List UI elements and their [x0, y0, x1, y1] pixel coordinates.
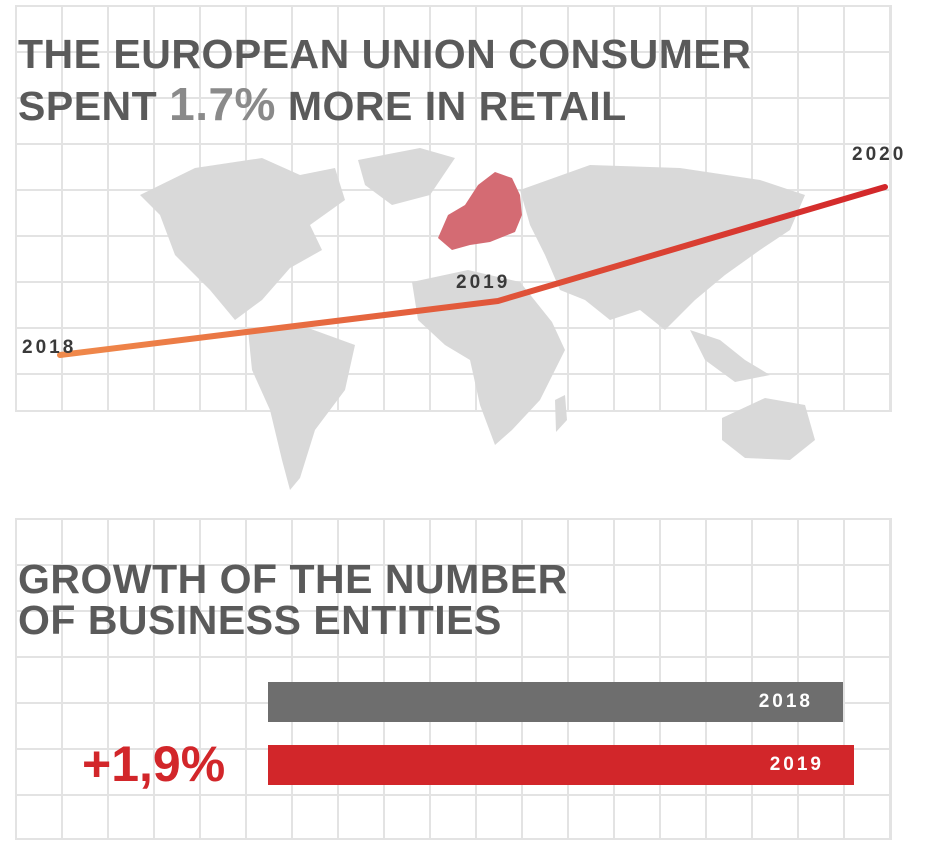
continent-australia [722, 398, 815, 460]
continent-africa [412, 270, 565, 445]
bar-label-2018: 2018 [758, 691, 813, 712]
headline-percent: 1.7% [169, 78, 276, 130]
growth-heading-line-1: GROWTH OF THE NUMBER [18, 556, 568, 602]
continent-north-america [140, 158, 345, 320]
line-point-label-2019: 2019 [456, 272, 511, 293]
bar-label-2019: 2019 [769, 754, 824, 775]
line-point-label-2018: 2018 [22, 337, 77, 358]
line-point-label-2020: 2020 [852, 144, 907, 165]
continent-south-america [248, 325, 355, 490]
headline-suffix: MORE IN RETAIL [287, 83, 627, 129]
growth-heading-line-2: OF BUSINESS ENTITIES [18, 597, 502, 643]
consumer-spending-trend-line [57, 184, 888, 358]
bar-2019: 2019 [268, 745, 854, 785]
continent-southeast-asia [690, 330, 770, 382]
headline-line-1: THE EUROPEAN UNION CONSUMER [18, 31, 752, 77]
continent-europe-highlight [438, 172, 522, 250]
growth-percent: +1,9% [82, 736, 226, 792]
headline-prefix: SPENT [18, 83, 158, 129]
world-map [140, 148, 815, 490]
headline-line-2: SPENT 1.7% MORE IN RETAIL [18, 80, 627, 130]
world-map-line-chart [57, 148, 888, 490]
bar-2018: 2018 [268, 682, 843, 722]
continent-asia [520, 165, 805, 330]
continent-greenland [358, 148, 455, 205]
continent-madagascar [555, 395, 567, 432]
